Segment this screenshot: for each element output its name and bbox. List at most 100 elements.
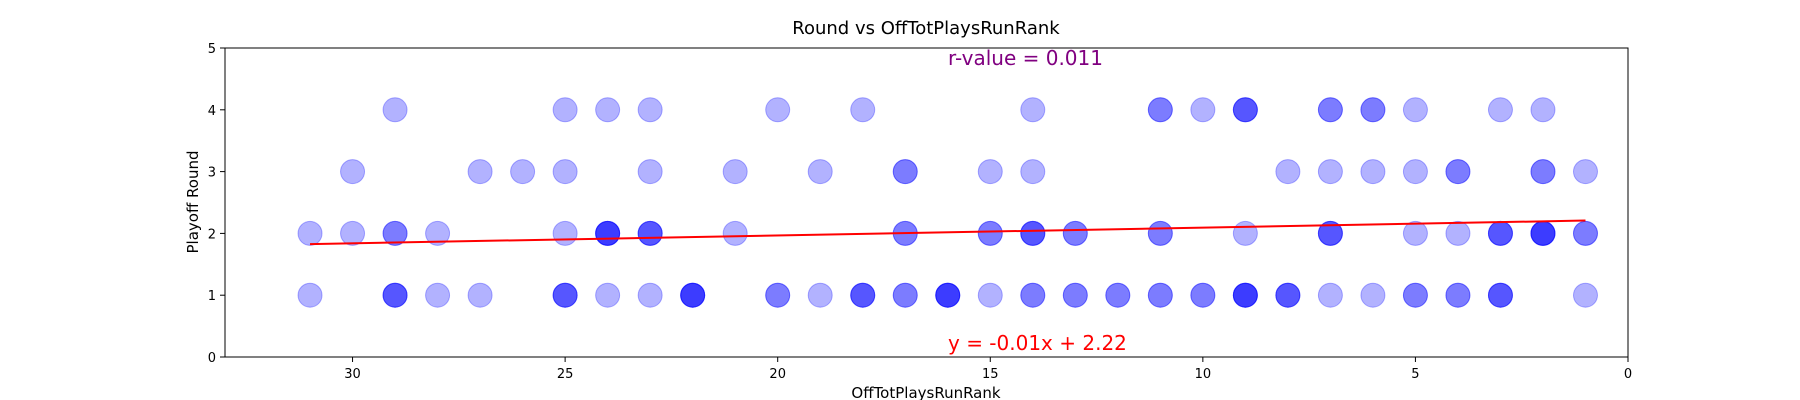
data-point — [1062, 220, 1088, 246]
data-point — [1402, 282, 1428, 308]
data-point — [425, 220, 451, 246]
data-point — [1020, 220, 1046, 246]
data-point — [1062, 220, 1088, 246]
data-point — [1402, 220, 1428, 246]
data-point — [297, 220, 323, 246]
data-point — [765, 282, 791, 308]
data-point — [1275, 282, 1301, 308]
data-point — [722, 159, 748, 185]
data-point — [1360, 97, 1386, 123]
y-tick-label: 0 — [208, 351, 216, 366]
data-point — [467, 159, 493, 185]
data-point — [1317, 97, 1343, 123]
data-point — [552, 220, 578, 246]
data-point — [1147, 282, 1173, 308]
data-point — [1105, 282, 1131, 308]
x-tick-label: 15 — [982, 367, 999, 382]
data-point — [1062, 282, 1088, 308]
data-point — [1572, 220, 1598, 246]
data-point — [1360, 282, 1386, 308]
data-point — [1190, 282, 1216, 308]
x-tick-label: 20 — [769, 367, 786, 382]
data-point — [510, 159, 536, 185]
data-point — [1275, 282, 1301, 308]
data-point — [1275, 282, 1301, 308]
data-point — [1445, 159, 1471, 185]
data-point — [1487, 220, 1513, 246]
y-axis-ticks: 0 1 2 3 4 5 — [208, 42, 225, 366]
x-tick-label: 25 — [557, 367, 574, 382]
data-point — [807, 282, 833, 308]
data-point — [1317, 159, 1343, 185]
data-point — [807, 159, 833, 185]
data-point — [382, 282, 408, 308]
data-point — [1275, 159, 1301, 185]
data-point — [680, 282, 706, 308]
data-point — [1317, 220, 1343, 246]
points-layer — [297, 97, 1598, 308]
data-point — [382, 220, 408, 246]
data-point — [977, 220, 1003, 246]
data-point — [552, 159, 578, 185]
data-point — [1190, 97, 1216, 123]
data-point — [1445, 159, 1471, 185]
data-point — [1020, 282, 1046, 308]
r-value-annotation: r-value = 0.011 — [948, 46, 1103, 70]
regression-layer — [310, 219, 1586, 246]
data-point — [1232, 282, 1258, 308]
data-point — [1402, 159, 1428, 185]
data-point — [1020, 282, 1046, 308]
chart-title: Round vs OffTotPlaysRunRank — [792, 18, 1060, 39]
data-point — [340, 159, 366, 185]
data-point — [1105, 282, 1131, 308]
data-point — [637, 282, 663, 308]
data-point — [1317, 97, 1343, 123]
data-point — [935, 282, 961, 308]
data-point — [1147, 97, 1173, 123]
x-axis-label: OffTotPlaysRunRank — [851, 384, 1000, 400]
data-point — [680, 282, 706, 308]
regression-line — [310, 219, 1586, 246]
x-tick-label: 5 — [1411, 367, 1419, 382]
x-tick-label: 10 — [1195, 367, 1212, 382]
data-point — [1530, 220, 1556, 246]
data-point — [1445, 220, 1471, 246]
data-point — [1062, 282, 1088, 308]
data-point — [850, 97, 876, 123]
data-point — [1020, 220, 1046, 246]
data-point — [850, 282, 876, 308]
data-point — [1020, 220, 1046, 246]
data-point — [1530, 97, 1556, 123]
regression-equation-annotation: y = -0.01x + 2.22 — [948, 331, 1127, 355]
data-point — [1232, 97, 1258, 123]
data-point — [765, 282, 791, 308]
data-point — [1530, 159, 1556, 185]
data-point — [1487, 282, 1513, 308]
data-point — [892, 159, 918, 185]
data-point — [340, 220, 366, 246]
data-point — [382, 282, 408, 308]
data-point — [595, 97, 621, 123]
data-point — [382, 282, 408, 308]
x-axis-ticks: 30 25 20 15 10 5 0 — [344, 357, 1632, 382]
data-point — [1232, 97, 1258, 123]
data-point — [1445, 282, 1471, 308]
data-point — [297, 282, 323, 308]
data-point — [637, 220, 663, 246]
data-point — [637, 220, 663, 246]
data-point — [1020, 97, 1046, 123]
data-point — [935, 282, 961, 308]
data-point — [850, 282, 876, 308]
data-point — [1402, 97, 1428, 123]
data-point — [892, 159, 918, 185]
y-tick-label: 5 — [208, 42, 216, 57]
data-point — [1530, 159, 1556, 185]
data-point — [1317, 220, 1343, 246]
y-tick-label: 3 — [208, 166, 216, 181]
data-point — [637, 97, 663, 123]
data-point — [892, 282, 918, 308]
data-point — [595, 282, 621, 308]
data-point — [467, 282, 493, 308]
data-point — [1445, 282, 1471, 308]
